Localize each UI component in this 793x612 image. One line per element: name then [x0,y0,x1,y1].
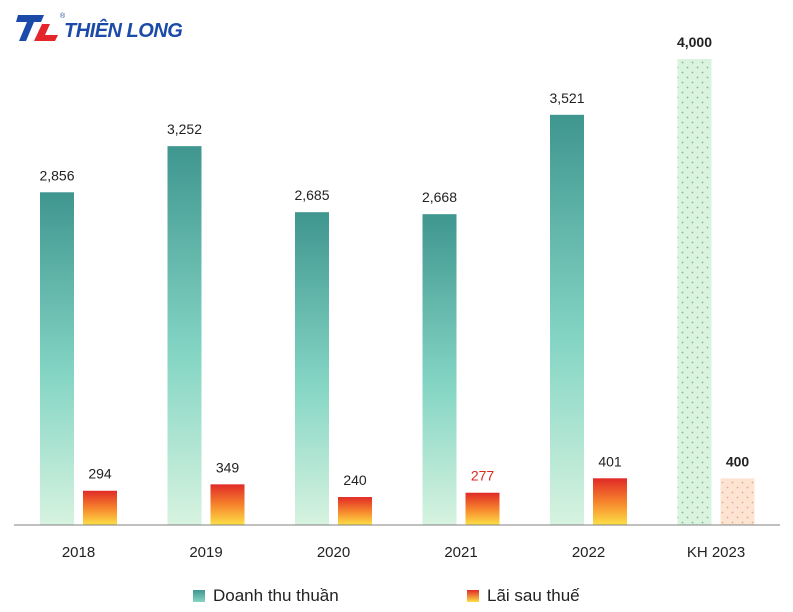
legend-item-revenue: Doanh thu thuần [193,586,339,606]
revenue-bar-2018 [40,192,74,525]
registered-mark: ® [60,12,66,20]
legend-item-profit: Lãi sau thuế [467,586,580,606]
profit-label-2021: 277 [471,468,495,484]
profit-bar-2020 [338,497,372,525]
revenue-label-2020: 2,685 [294,187,329,203]
profit-label-2020: 240 [343,472,367,488]
revenue-label-kh-2023: 4,000 [677,34,712,50]
profit-label-kh-2023: 400 [726,453,750,469]
thien-long-emblem-icon [16,15,58,41]
chart-legend: Doanh thu thuần Lãi sau thuế [0,586,793,610]
legend-label-revenue: Doanh thu thuần [213,586,339,605]
logo-text: THIÊN LONG [64,18,182,42]
profit-bar-2021 [465,492,500,525]
revenue-label-2019: 3,252 [167,121,202,137]
category-label-kh-2023: KH 2023 [687,544,745,561]
profit-label-2022: 401 [598,453,622,469]
revenue-bar-2020 [295,212,329,525]
category-label-2019: 2019 [189,544,222,561]
profit-bar-2018 [83,490,117,525]
revenue-bar-kh-2023 [677,59,712,525]
revenue-bar-2019 [167,146,202,525]
category-label-2018: 2018 [62,544,95,561]
revenue-bar-2021 [422,214,457,526]
thien-long-logo: ® THIÊN LONG [16,12,183,42]
profit-bar-2022 [593,478,627,525]
revenue-profit-chart: 2,856 294 3,252 349 2,685 240 2,668 277 3,521 401… [14,34,780,561]
profit-label-2019: 349 [216,459,240,475]
category-label-2021: 2021 [444,544,477,561]
legend-swatch-profit [467,590,479,602]
revenue-label-2021: 2,668 [422,189,457,205]
value-labels-group: 2,856 294 3,252 349 2,685 240 2,668 277 3,521 401… [39,34,749,488]
category-label-2022: 2022 [572,544,605,561]
profit-bar-2019 [210,484,245,525]
legend-swatch-revenue [193,590,205,602]
revenue-label-2022: 3,521 [549,90,584,106]
revenue-bar-2022 [550,114,584,525]
revenue-label-2018: 2,856 [39,167,74,183]
category-label-2020: 2020 [317,544,350,561]
bars-group [40,59,755,526]
category-labels-group: 2018 2019 2020 2021 2022 KH 2023 [62,544,745,561]
legend-label-profit: Lãi sau thuế [487,586,580,605]
profit-label-2018: 294 [88,466,112,482]
profit-bar-kh-2023 [720,478,755,525]
